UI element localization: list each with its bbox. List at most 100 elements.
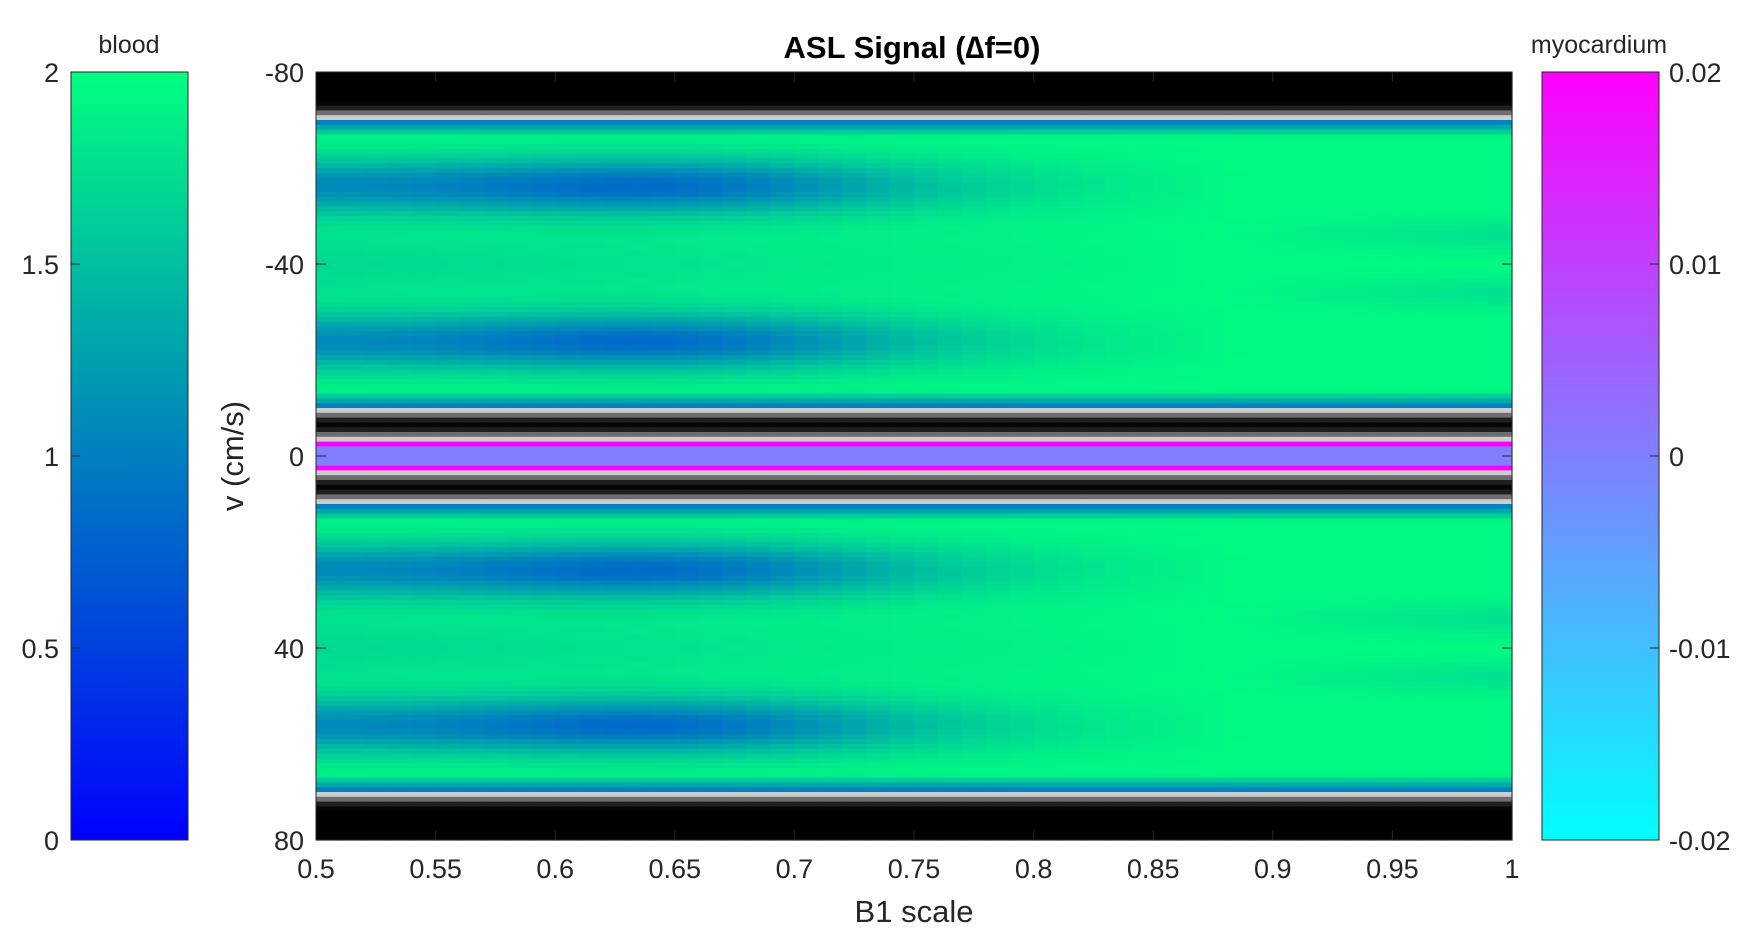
heatmap-cell: [1225, 442, 1250, 447]
heatmap-cell: [1392, 187, 1417, 192]
heatmap-cell: [412, 350, 437, 355]
heatmap-cell: [507, 437, 532, 442]
heatmap-cell: [914, 96, 939, 101]
heatmap-cell: [770, 302, 795, 307]
heatmap-cell: [1177, 456, 1202, 461]
heatmap-cell: [555, 509, 580, 514]
heatmap-cell: [1488, 389, 1513, 394]
heatmap-cell: [436, 442, 461, 447]
heatmap-cell: [723, 278, 748, 283]
heatmap-cell: [1488, 442, 1513, 447]
heatmap-cell: [1488, 125, 1513, 130]
heatmap-cell: [890, 432, 915, 437]
heatmap-cell: [1440, 432, 1465, 437]
heatmap-cell: [1249, 331, 1274, 336]
heatmap-cell: [1010, 178, 1035, 183]
colorbar-myocardium-label: myocardium: [1531, 31, 1667, 59]
heatmap-cell: [890, 115, 915, 120]
heatmap-cell: [1058, 446, 1083, 451]
heatmap-cell: [364, 202, 389, 207]
heatmap-cell: [1345, 542, 1370, 547]
heatmap-cell: [770, 91, 795, 96]
heatmap-cell: [1034, 278, 1059, 283]
heatmap-cell: [483, 110, 508, 115]
heatmap-cell: [651, 235, 676, 240]
heatmap-cell: [579, 422, 604, 427]
heatmap-cell: [1153, 163, 1178, 168]
heatmap-cell: [866, 408, 891, 413]
heatmap-cell: [1201, 288, 1226, 293]
heatmap-cell: [388, 106, 413, 111]
heatmap-cell: [1034, 350, 1059, 355]
heatmap-cell: [1225, 360, 1250, 365]
heatmap-cell: [460, 470, 485, 475]
heatmap-cell: [1153, 206, 1178, 211]
heatmap-cell: [1416, 211, 1441, 216]
heatmap-cell: [866, 226, 891, 231]
heatmap-cell: [1249, 533, 1274, 538]
heatmap-cell: [1440, 221, 1465, 226]
heatmap-cell: [1081, 77, 1106, 82]
heatmap-cell: [818, 322, 843, 327]
heatmap-cell: [1392, 355, 1417, 360]
heatmap-cell: [651, 398, 676, 403]
heatmap-cell: [770, 389, 795, 394]
heatmap-cell: [555, 178, 580, 183]
heatmap-cell: [842, 230, 867, 235]
heatmap-cell: [1368, 475, 1393, 480]
heatmap-cell: [507, 226, 532, 231]
heatmap-cell: [1058, 317, 1083, 322]
heatmap-cell: [316, 250, 341, 255]
heatmap-cell: [723, 547, 748, 552]
heatmap-cell: [1440, 533, 1465, 538]
heatmap-cell: [770, 480, 795, 485]
heatmap-cell: [316, 274, 341, 279]
heatmap-cell: [1129, 77, 1154, 82]
heatmap-cell: [1416, 187, 1441, 192]
heatmap-cell: [460, 456, 485, 461]
heatmap-cell: [340, 326, 365, 331]
heatmap-cell: [507, 432, 532, 437]
heatmap-cell: [938, 130, 963, 135]
heatmap-cell: [1321, 542, 1346, 547]
heatmap-cell: [651, 427, 676, 432]
heatmap-cell: [818, 72, 843, 77]
heatmap-cell: [1081, 326, 1106, 331]
heatmap-cell: [1201, 490, 1226, 495]
heatmap-cell: [986, 470, 1011, 475]
heatmap-cell: [962, 350, 987, 355]
heatmap-cell: [627, 509, 652, 514]
heatmap-cell: [1034, 302, 1059, 307]
heatmap-cell: [364, 206, 389, 211]
heatmap-cell: [962, 317, 987, 322]
heatmap-cell: [579, 355, 604, 360]
heatmap-cell: [627, 403, 652, 408]
heatmap-cell: [412, 293, 437, 298]
heatmap-cell: [1273, 187, 1298, 192]
heatmap-cell: [651, 437, 676, 442]
heatmap-cell: [1392, 120, 1417, 125]
heatmap-cell: [388, 494, 413, 499]
heatmap-cell: [603, 518, 628, 523]
heatmap-cell: [1129, 91, 1154, 96]
heatmap-cell: [1321, 302, 1346, 307]
heatmap-cell: [436, 307, 461, 312]
heatmap-cell: [531, 442, 556, 447]
heatmap-cell: [914, 437, 939, 442]
heatmap-cell: [1249, 341, 1274, 346]
heatmap-cell: [1177, 317, 1202, 322]
heatmap-cell: [1440, 187, 1465, 192]
heatmap-cell: [1034, 250, 1059, 255]
heatmap-cell: [1201, 542, 1226, 547]
heatmap-cell: [842, 96, 867, 101]
heatmap-cell: [1225, 254, 1250, 259]
heatmap-cell: [627, 355, 652, 360]
heatmap-cell: [1010, 518, 1035, 523]
heatmap-cell: [1321, 211, 1346, 216]
heatmap-cell: [818, 374, 843, 379]
heatmap-cell: [1297, 115, 1322, 120]
heatmap-cell: [340, 168, 365, 173]
heatmap-cell: [1010, 278, 1035, 283]
heatmap-cell: [388, 163, 413, 168]
heatmap-cell: [1297, 77, 1322, 82]
